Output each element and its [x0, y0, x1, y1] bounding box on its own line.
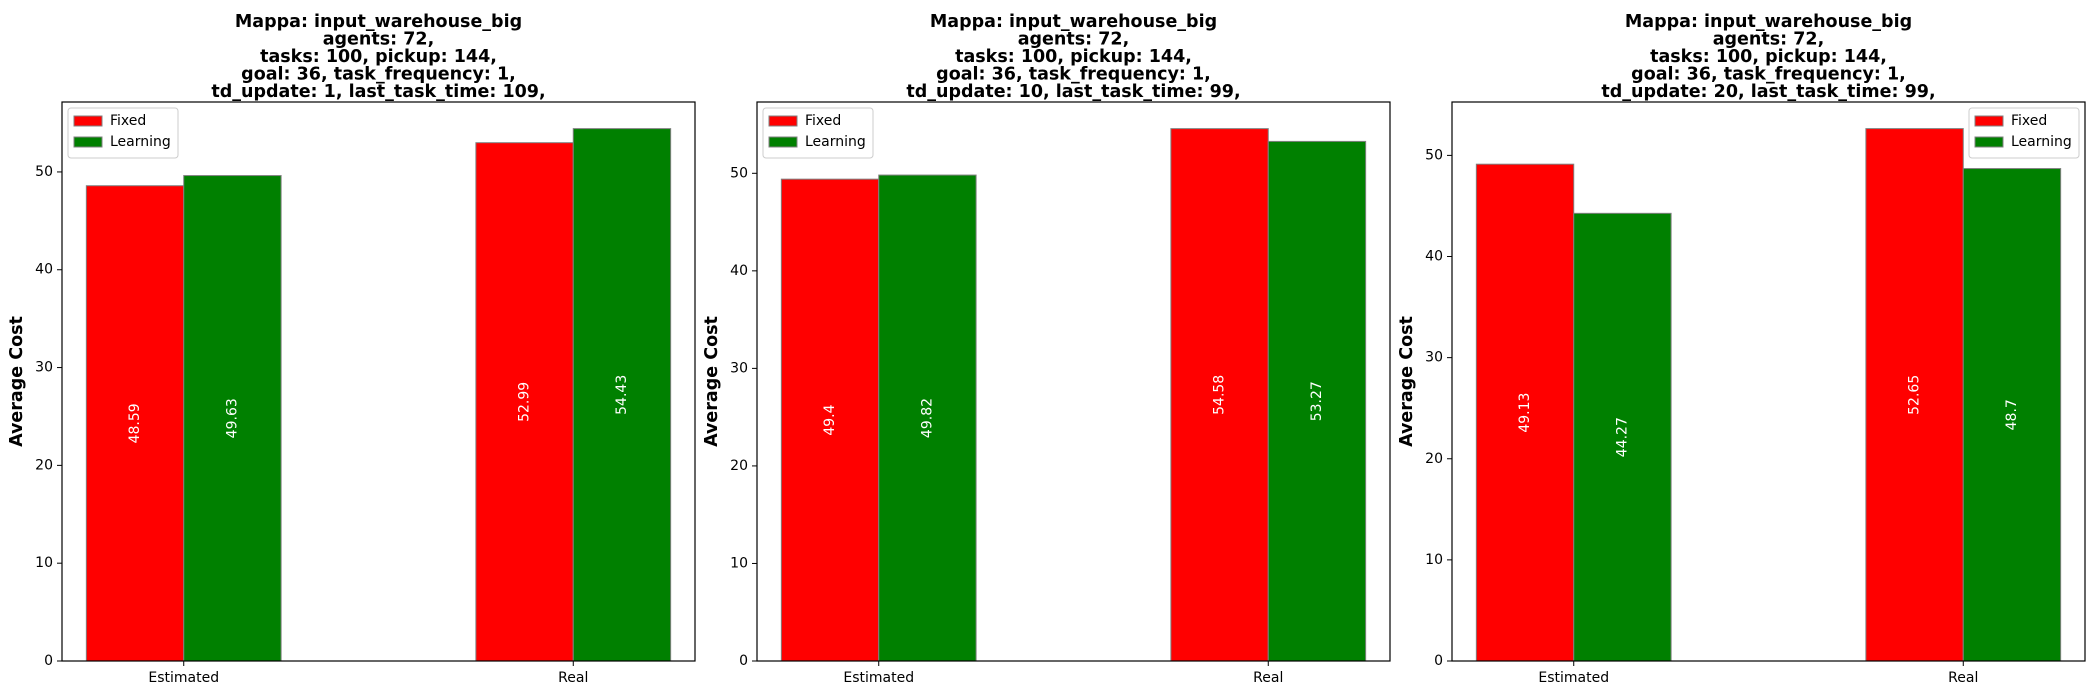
bar-fixed-real: [1170, 128, 1269, 662]
bar-fixed-real: [1865, 128, 1964, 662]
bar-value-label: 49.82: [919, 398, 935, 438]
y-tick-label: 10: [1425, 552, 1443, 568]
y-tick-label: 20: [1425, 451, 1443, 467]
chart-title-line: td_update: 10, last_task_time: 99,: [906, 82, 1240, 102]
chart-title-line: Mappa: input_warehouse_big: [930, 12, 1217, 32]
y-tick-label: 30: [730, 360, 748, 376]
y-tick-label: 20: [730, 458, 748, 474]
bar-learning-real: [1962, 168, 2062, 662]
legend-swatch-learning: [73, 136, 103, 148]
legend-label-learning: Learning: [110, 134, 171, 150]
legend: Fixed Learning: [762, 107, 874, 159]
y-tick-label: 40: [1425, 249, 1443, 265]
legend-swatch-learning: [1974, 136, 2004, 148]
legend-label-fixed: Fixed: [110, 113, 146, 129]
bar-value-label: 49.13: [1517, 393, 1533, 433]
chart-title-line: agents: 72,: [1018, 30, 1130, 50]
chart-title-line: agents: 72,: [323, 30, 435, 50]
y-tick-label: 10: [35, 555, 53, 571]
chart-title-line: tasks: 100, pickup: 144,: [260, 47, 497, 67]
y-tick-label: 50: [1425, 147, 1443, 163]
y-tick-label: 20: [35, 457, 53, 473]
y-tick-label: 10: [730, 555, 748, 571]
y-tick-label: 40: [730, 263, 748, 279]
chart-title-line: agents: 72,: [1713, 30, 1825, 50]
bar-fixed-real: [475, 142, 574, 662]
chart-title-line: Mappa: input_warehouse_big: [235, 12, 522, 32]
bar-value-label: 44.27: [1614, 417, 1630, 457]
y-axis-label: Average Cost: [7, 316, 27, 447]
legend-swatch-fixed: [768, 115, 798, 127]
y-axis-label: Average Cost: [1397, 316, 1417, 447]
chart-title-line: tasks: 100, pickup: 144,: [955, 47, 1192, 67]
y-axis-label: Average Cost: [702, 316, 722, 447]
chart-title-line: td_update: 1, last_task_time: 109,: [211, 82, 545, 102]
bar-value-label: 49.63: [224, 398, 240, 438]
legend-label-learning: Learning: [2011, 134, 2072, 150]
bar-value-label: 52.65: [1907, 375, 1923, 415]
axes-frame: [61, 101, 696, 662]
y-tick-label: 50: [35, 164, 53, 180]
legend: Fixed Learning: [1968, 107, 2080, 159]
chart-title-line: tasks: 100, pickup: 144,: [1650, 47, 1887, 67]
y-tick-label: 30: [1425, 350, 1443, 366]
bar-value-label: 53.27: [1309, 381, 1325, 421]
x-tick-label: Estimated: [148, 670, 219, 686]
bar-fixed-estimated: [780, 178, 880, 662]
bar-value-label: 49.4: [822, 404, 838, 435]
legend-swatch-learning: [768, 136, 798, 148]
x-tick-label: Estimated: [1538, 670, 1609, 686]
bar-learning-estimated: [1573, 212, 1672, 662]
legend-swatch-fixed: [1974, 115, 2004, 127]
chart-title-line: goal: 36, task_frequency: 1,: [936, 65, 1211, 85]
axes-frame: [1451, 101, 2086, 662]
chart-title-line: Mappa: input_warehouse_big: [1625, 12, 1912, 32]
bar-learning-estimated: [183, 175, 282, 662]
legend-swatch-fixed: [73, 115, 103, 127]
chart-title-line: goal: 36, task_frequency: 1,: [1631, 65, 1906, 85]
legend: Fixed Learning: [67, 107, 179, 159]
x-tick-label: Estimated: [843, 670, 914, 686]
bar-learning-estimated: [878, 174, 977, 662]
chart-title-line: td_update: 20, last_task_time: 99,: [1601, 82, 1935, 102]
bar-learning-real: [572, 128, 672, 662]
chart-title-line: goal: 36, task_frequency: 1,: [241, 65, 516, 85]
bar-value-label: 48.7: [2004, 399, 2020, 430]
y-tick-label: 30: [35, 360, 53, 376]
x-tick-label: Real: [558, 670, 588, 686]
x-tick-label: Real: [1948, 670, 1978, 686]
bar-value-label: 54.43: [614, 375, 630, 415]
y-tick-label: 50: [730, 165, 748, 181]
y-tick-label: 0: [44, 653, 53, 669]
y-tick-label: 0: [1434, 653, 1443, 669]
bar-value-label: 48.59: [127, 403, 143, 443]
x-tick-label: Real: [1253, 670, 1283, 686]
axes-frame: [756, 101, 1391, 662]
legend-label-fixed: Fixed: [805, 113, 841, 129]
y-tick-label: 0: [739, 653, 748, 669]
legend-label-learning: Learning: [805, 134, 866, 150]
y-tick-label: 40: [35, 262, 53, 278]
bar-value-label: 52.99: [517, 382, 533, 422]
legend-label-fixed: Fixed: [2011, 113, 2047, 129]
bar-value-label: 54.58: [1212, 375, 1228, 415]
